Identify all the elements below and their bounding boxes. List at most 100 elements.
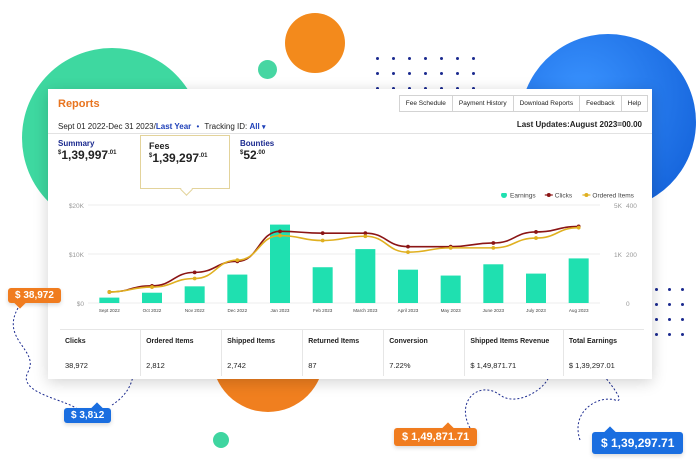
tab-help[interactable]: Help bbox=[620, 95, 648, 112]
small-green-circle-decoration bbox=[258, 60, 277, 79]
bar-earnings bbox=[355, 249, 376, 303]
summary-value: $1,39,997.01 bbox=[58, 148, 117, 162]
metric-shipped-items-revenue: Shipped Items Revenue $ 1,49,871.71 bbox=[465, 330, 564, 376]
y-right-tick-label: 200 bbox=[626, 252, 637, 259]
orange-circle-decoration bbox=[285, 13, 345, 73]
tab-download-reports[interactable]: Download Reports bbox=[512, 95, 581, 112]
dot-grid-right bbox=[655, 288, 694, 336]
legend-label-clicks: Clicks bbox=[555, 193, 573, 200]
header-divider bbox=[48, 133, 652, 134]
x-tick-label: Oct 2022 bbox=[143, 308, 162, 313]
bar-earnings bbox=[398, 269, 418, 303]
point-ordered-items bbox=[192, 276, 197, 281]
point-clicks bbox=[278, 229, 282, 234]
x-tick-label: Feb 2023 bbox=[313, 308, 333, 313]
point-ordered-items bbox=[363, 234, 368, 239]
bar-earnings bbox=[483, 264, 504, 303]
earnings-chart: $0 $10K $20K 0 200 400 1K 5K Sept 2022 Oct 2022 No… bbox=[69, 193, 637, 313]
metric-clicks: Clicks 38,972 bbox=[60, 330, 142, 376]
point-ordered-items bbox=[406, 250, 410, 255]
total-earnings-badge: $ 1,39,297.71 bbox=[592, 426, 684, 454]
point-clicks bbox=[192, 270, 197, 275]
metric-conversion: Conversion 7.22% bbox=[384, 330, 466, 376]
fees-value: $1,39,297.01 bbox=[149, 151, 208, 165]
line-ordered-items bbox=[109, 226, 579, 293]
point-clicks bbox=[534, 230, 538, 234]
metric-ordered-items: Ordered Items 2,812 bbox=[141, 330, 223, 376]
fees-card[interactable]: Fees $1,39,297.01 bbox=[140, 135, 230, 189]
bar-earnings bbox=[568, 258, 589, 303]
tab-payment-history[interactable]: Payment History bbox=[451, 95, 514, 112]
clicks-badge: $ 38,972 bbox=[8, 288, 61, 309]
bar-earnings bbox=[184, 286, 205, 303]
fees-label: Fees bbox=[149, 141, 170, 151]
point-clicks bbox=[491, 241, 496, 245]
point-ordered-items bbox=[448, 245, 453, 250]
metric-total-earnings: Total Earnings $ 1,39,297.01 bbox=[568, 338, 618, 370]
chevron-down-icon[interactable]: ▾ bbox=[261, 124, 266, 131]
legend-label-ordered-items: Ordered Items bbox=[592, 193, 634, 200]
y-left-tick-label: $20K bbox=[69, 203, 85, 210]
x-tick-label: Sept 2022 bbox=[99, 308, 120, 313]
bar-earnings bbox=[526, 273, 546, 303]
x-tick-label: June 2023 bbox=[483, 308, 505, 313]
reports-title: Reports bbox=[58, 98, 100, 110]
metric-shipped-items: Shipped Items 2,742 bbox=[222, 330, 304, 376]
date-filter-row: Sept 01 2022-Dec 31 2023/Last Year • Tra… bbox=[58, 122, 266, 131]
x-tick-label: May 2023 bbox=[441, 308, 462, 313]
point-clicks bbox=[363, 231, 368, 236]
legend-marker-clicks bbox=[546, 193, 551, 197]
legend-label-earnings: Earnings bbox=[510, 193, 536, 200]
bar-earnings bbox=[99, 297, 120, 303]
small-green-dot-decoration bbox=[213, 432, 229, 448]
tab-fee-schedule[interactable]: Fee Schedule bbox=[398, 95, 453, 112]
x-tick-label: Aug 2023 bbox=[569, 308, 589, 313]
bar-earnings bbox=[227, 274, 248, 303]
x-tick-label: July 2023 bbox=[526, 308, 546, 313]
bar-earnings bbox=[440, 275, 461, 303]
revenue-badge: $ 1,49,871.71 bbox=[394, 422, 478, 446]
ordered-badge: $ 3,812 bbox=[64, 402, 112, 423]
tracking-id-label: Tracking ID: bbox=[204, 122, 248, 131]
x-tick-label: Nov 2022 bbox=[185, 308, 205, 313]
tracking-id-selector[interactable]: All bbox=[249, 122, 260, 131]
metrics-row: Clicks 38,972 Ordered Items 2,812 Shipped … bbox=[60, 329, 644, 376]
point-ordered-items bbox=[278, 233, 282, 238]
point-ordered-items bbox=[235, 258, 240, 263]
metric-returned-items: Returned Items 87 bbox=[303, 330, 385, 376]
summary-label: Summary bbox=[58, 139, 95, 148]
line-clicks bbox=[109, 225, 579, 293]
point-ordered-items bbox=[576, 225, 581, 230]
bounties-label: Bounties bbox=[240, 139, 275, 148]
bar-earnings bbox=[270, 224, 290, 303]
y-right-tick-label: 400 bbox=[626, 203, 637, 210]
point-ordered-items bbox=[107, 290, 112, 294]
point-ordered-items bbox=[491, 245, 496, 250]
legend-marker-ordered-items bbox=[584, 193, 589, 197]
period-selector-link[interactable]: Last Year bbox=[155, 122, 192, 131]
x-tick-label: Jan 2023 bbox=[271, 308, 290, 313]
point-clicks bbox=[320, 231, 325, 236]
date-range-text: Sept 01 2022-Dec 31 2023/ bbox=[58, 122, 156, 131]
x-tick-label: April 2023 bbox=[398, 308, 419, 313]
y-left-tick-label: $10K bbox=[69, 252, 85, 259]
point-ordered-items bbox=[150, 285, 154, 289]
summary-card[interactable]: Summary $1,39,997.01 bbox=[58, 139, 116, 162]
last-updates-text: Last Updates:August 2023=00.00 bbox=[516, 120, 642, 129]
tab-feedback[interactable]: Feedback bbox=[579, 95, 622, 112]
dot-grid-top bbox=[376, 57, 488, 90]
point-ordered-items bbox=[534, 236, 538, 240]
bar-earnings bbox=[142, 292, 162, 303]
y-left-tick-label: $0 bbox=[77, 301, 85, 308]
report-tabs: Fee Schedule Payment History Download Re… bbox=[398, 95, 648, 112]
bar-earnings bbox=[312, 267, 333, 303]
legend-marker-earnings bbox=[501, 193, 507, 198]
x-tick-label: Dec 2022 bbox=[227, 308, 247, 313]
reports-panel: Reports Fee Schedule Payment History Dow… bbox=[48, 89, 652, 379]
x-tick-label: March 2023 bbox=[353, 308, 378, 313]
point-clicks bbox=[406, 244, 410, 249]
bounties-card[interactable]: Bounties $52.00 bbox=[240, 139, 274, 162]
point-ordered-items bbox=[320, 238, 325, 243]
y-right-tick-label: 0 bbox=[626, 301, 630, 308]
